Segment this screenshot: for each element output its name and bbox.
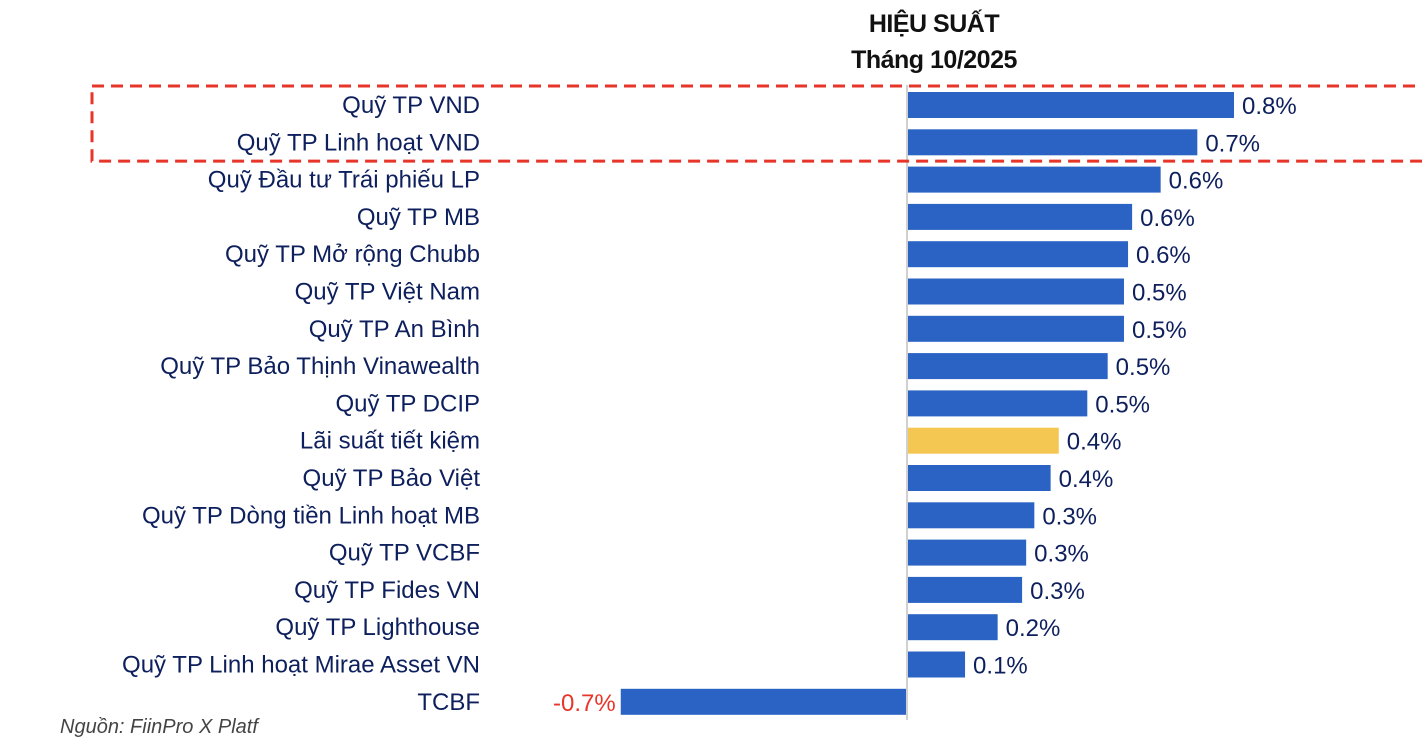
data-label: 0.2% bbox=[1006, 615, 1061, 642]
bar bbox=[908, 539, 1027, 566]
data-label: 0.5% bbox=[1095, 391, 1150, 418]
data-label: 0.6% bbox=[1136, 242, 1191, 269]
data-label: 0.5% bbox=[1116, 354, 1171, 381]
category-label: Quỹ Đầu tư Trái phiếu LP bbox=[208, 167, 480, 194]
bar bbox=[908, 315, 1124, 342]
category-label: Quỹ TP Fides VN bbox=[294, 577, 480, 604]
data-label: 0.3% bbox=[1030, 578, 1085, 605]
data-label: 0.6% bbox=[1169, 168, 1224, 195]
category-label: Quỹ TP Linh hoạt VND bbox=[237, 129, 480, 156]
category-label: Quỹ TP VCBF bbox=[329, 540, 480, 567]
bar bbox=[908, 614, 998, 641]
data-label: 0.4% bbox=[1067, 429, 1122, 456]
category-label: Quỹ TP DCIP bbox=[336, 390, 481, 417]
category-label: Quỹ TP Linh hoạt Mirae Asset VN bbox=[122, 652, 480, 679]
bar bbox=[908, 278, 1124, 305]
category-label: Quỹ TP Bảo Việt bbox=[303, 465, 481, 492]
highlight-box bbox=[90, 84, 1422, 163]
category-label: Quỹ TP Lighthouse bbox=[275, 614, 480, 641]
chart-subtitle: Tháng 10/2025 bbox=[851, 46, 1017, 74]
data-label: 0.1% bbox=[973, 653, 1028, 680]
bar bbox=[908, 129, 1198, 156]
bar bbox=[908, 465, 1051, 491]
bar bbox=[908, 576, 1023, 603]
bar bbox=[908, 92, 1234, 118]
data-label: 0.6% bbox=[1140, 205, 1195, 232]
bar bbox=[908, 651, 966, 678]
category-label: TCBF bbox=[417, 689, 480, 716]
category-label: Quỹ TP VND bbox=[342, 92, 480, 119]
bar bbox=[908, 427, 1059, 454]
data-label: 0.7% bbox=[1205, 130, 1260, 157]
data-label: 0.4% bbox=[1059, 466, 1114, 493]
bar bbox=[908, 502, 1035, 529]
category-label: Quỹ TP MB bbox=[357, 204, 480, 231]
category-label: Quỹ TP Mở rộng Chubb bbox=[225, 241, 480, 268]
data-label: 0.8% bbox=[1242, 93, 1297, 120]
bar bbox=[908, 390, 1088, 417]
category-label: Quỹ TP Bảo Thịnh Vinawealth bbox=[160, 353, 480, 380]
bar bbox=[908, 353, 1108, 380]
bar bbox=[908, 203, 1133, 230]
bar bbox=[908, 166, 1161, 193]
bar bbox=[908, 241, 1129, 268]
data-label: 0.5% bbox=[1132, 317, 1187, 344]
data-label: 0.5% bbox=[1132, 280, 1187, 307]
data-label: 0.3% bbox=[1042, 503, 1097, 530]
category-label: Quỹ TP Dòng tiền Linh hoạt MB bbox=[142, 502, 480, 529]
bar bbox=[620, 688, 906, 715]
data-label: -0.7% bbox=[553, 690, 616, 717]
category-label: Quỹ TP Việt Nam bbox=[295, 279, 480, 306]
data-label: 0.3% bbox=[1034, 541, 1089, 568]
category-label: Quỹ TP An Bình bbox=[309, 316, 480, 343]
category-label: Lãi suất tiết kiệm bbox=[300, 428, 480, 455]
chart-title: HIỆU SUẤT bbox=[868, 10, 1000, 38]
